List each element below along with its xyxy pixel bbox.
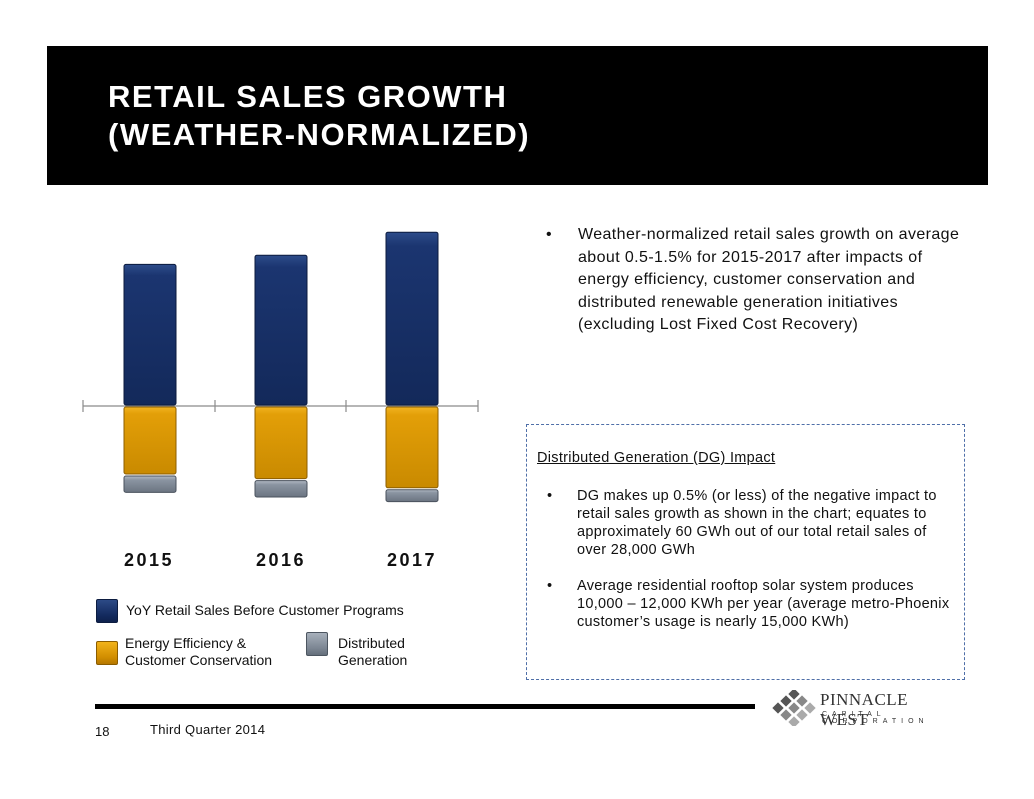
bar-distributed-generation-2016 [254,480,308,498]
bar-distributed-generation-2017 [385,489,439,503]
category-label-2017: 2017 [386,550,438,570]
bullet-marker: • [546,226,553,243]
legend-swatch-energy-efficiency [96,641,118,665]
dg-impact-box: Distributed Generation (DG) Impact • DG … [526,424,965,680]
logo-name: PINNACLE WEST [820,690,909,729]
dg-bullet: • DG makes up 0.5% (or less) of the nega… [537,487,957,559]
bar-energy-efficiency-2016 [254,406,308,480]
bar-energy-efficiency-2017 [385,406,439,489]
title-banner: RETAIL SALES GROWTH (WEATHER-NORMALIZED) [47,46,988,185]
diamond-cluster-icon [772,688,816,728]
legend-label-energy-efficiency: Energy Efficiency & Customer Conservatio… [125,635,273,668]
dg-bullet-text: Average residential rooftop solar system… [577,578,950,630]
dg-heading: Distributed Generation (DG) Impact [537,450,776,466]
logo-subtitle: CAPITAL CORPORATION [822,711,929,725]
legend-label-distributed-generation: Distributed Generation [338,635,408,668]
stacked-bar-chart [75,215,495,585]
bar-yoy-sales-2017 [385,231,439,406]
dg-bullet-text: DG makes up 0.5% (or less) of the negati… [577,488,937,558]
legend-swatch-distributed-generation [306,632,328,656]
footer-quarter: Third Quarter 2014 [150,722,266,737]
chart-svg [82,231,479,503]
company-logo: PINNACLE WEST CAPITAL CORPORATION [770,688,950,730]
summary-bullet: • Weather-normalized retail sales growth… [543,224,963,337]
page-number: 18 [95,724,110,739]
bullet-marker: • [547,488,553,504]
slide-title: RETAIL SALES GROWTH (WEATHER-NORMALIZED) [108,79,531,152]
category-label-2016: 2016 [255,550,307,570]
bar-distributed-generation-2015 [123,475,177,493]
dg-bullet: • Average residential rooftop solar syst… [537,577,957,631]
bar-yoy-sales-2015 [123,263,177,406]
footer-rule [95,704,755,709]
legend-label-yoy: YoY Retail Sales Before Customer Program… [126,602,404,618]
category-label-2015: 2015 [123,550,175,570]
dg-bullet-list: • DG makes up 0.5% (or less) of the nega… [537,487,957,649]
bar-energy-efficiency-2015 [123,406,177,475]
bar-yoy-sales-2016 [254,254,308,406]
summary-bullets: • Weather-normalized retail sales growth… [543,224,963,337]
summary-bullet-text: Weather-normalized retail sales growth o… [578,226,960,333]
bullet-marker: • [547,578,553,594]
legend-swatch-yoy [96,599,118,623]
